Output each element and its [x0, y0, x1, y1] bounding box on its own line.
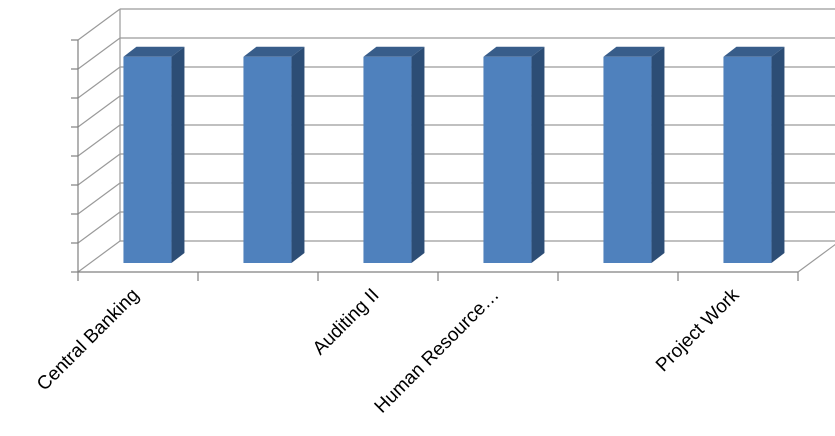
category-label: Human Resource… — [371, 285, 504, 418]
bar — [363, 47, 424, 263]
bar-front — [363, 57, 411, 263]
bar-front — [483, 57, 531, 263]
gridline-depth — [78, 212, 120, 243]
category-label: Project Work — [652, 284, 744, 376]
bars — [123, 47, 784, 263]
gridlines — [78, 9, 835, 272]
category-label: Auditing II — [309, 285, 384, 360]
bar-front — [603, 57, 651, 263]
gridline-depth — [78, 67, 120, 98]
gridline-depth — [78, 125, 120, 156]
bar — [603, 47, 664, 263]
bar-front — [723, 57, 771, 263]
bar-side — [291, 47, 304, 263]
bar — [123, 47, 184, 263]
bar — [243, 47, 304, 263]
bar-front — [123, 57, 171, 263]
bar-front — [243, 57, 291, 263]
axes — [71, 9, 835, 281]
gridline-depth — [78, 9, 120, 40]
gridline-depth — [78, 241, 120, 272]
floor-edge — [798, 241, 835, 272]
gridline-depth — [78, 154, 120, 185]
category-label: Central Banking — [33, 285, 143, 395]
bar-side — [411, 47, 424, 263]
bar-side — [771, 47, 784, 263]
gridline-depth — [78, 96, 120, 127]
bar-side — [651, 47, 664, 263]
bar-side — [531, 47, 544, 263]
gridline-depth — [78, 38, 120, 69]
bar-side — [171, 47, 184, 263]
bar — [723, 47, 784, 263]
gridline-depth — [78, 183, 120, 214]
bar — [483, 47, 544, 263]
